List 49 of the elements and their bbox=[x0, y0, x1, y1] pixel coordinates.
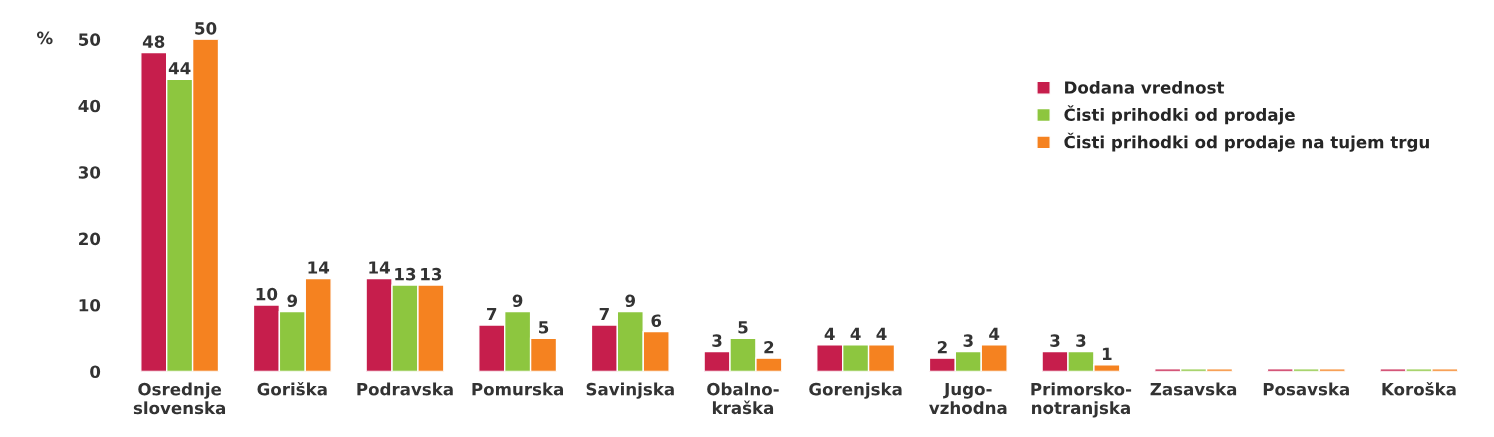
legend-label: Čisti prihodki od prodaje bbox=[1064, 105, 1295, 125]
data-label: 14 bbox=[308, 261, 330, 274]
data-label: 14 bbox=[369, 261, 390, 274]
data-label: 10 bbox=[256, 287, 278, 301]
data-label: 7 bbox=[487, 307, 497, 321]
y-tick-label: 50 bbox=[79, 33, 101, 46]
x-tick-label: Pomurska bbox=[472, 382, 564, 396]
data-label: 3 bbox=[963, 334, 973, 347]
x-tick-label: Osrednje slovenska bbox=[133, 382, 226, 415]
x-tick-label: Jugo- vzhodna bbox=[929, 382, 1007, 415]
data-label: 4 bbox=[824, 327, 835, 341]
y-tick-label: 0 bbox=[90, 365, 101, 379]
data-label: 7 bbox=[599, 307, 609, 321]
data-label: 5 bbox=[738, 321, 748, 334]
x-tick-label: Goriška bbox=[257, 381, 327, 396]
data-label: 3 bbox=[1050, 334, 1060, 347]
data-label: 4 bbox=[989, 327, 1000, 341]
y-tick-label: 10 bbox=[79, 298, 101, 312]
data-label: 9 bbox=[625, 294, 636, 308]
data-label: 3 bbox=[712, 334, 722, 347]
data-label: 13 bbox=[395, 267, 416, 281]
data-label: 9 bbox=[512, 294, 523, 308]
y-tick-label: 30 bbox=[78, 166, 101, 179]
y-tick-label: 40 bbox=[78, 99, 101, 113]
data-label: 4 bbox=[876, 327, 887, 341]
data-label: 4 bbox=[850, 327, 861, 341]
data-label: 13 bbox=[421, 267, 442, 281]
x-tick-label: Obalno- kraška bbox=[707, 382, 779, 415]
x-tick-label: Zasavska bbox=[1150, 382, 1237, 396]
data-label: 6 bbox=[651, 314, 662, 327]
y-tick-label: 20 bbox=[79, 232, 101, 246]
x-tick-label: Savinjska bbox=[586, 382, 674, 399]
data-label: 44 bbox=[168, 62, 191, 75]
x-tick-label: Primorsko- notranjska bbox=[1031, 382, 1132, 418]
data-label: 3 bbox=[1076, 334, 1086, 347]
x-tick-label: Podravska bbox=[357, 382, 453, 396]
y-axis-title: % bbox=[36, 31, 53, 45]
data-label: 1 bbox=[1102, 347, 1112, 360]
x-tick-label: Posavska bbox=[1263, 382, 1349, 396]
x-tick-label: Gorenjska bbox=[809, 382, 902, 399]
data-label: 2 bbox=[764, 340, 774, 354]
x-tick-label: Koroška bbox=[1382, 381, 1456, 396]
data-label: 5 bbox=[539, 321, 549, 334]
legend-label: Čisti prihodki od prodaje na tujem trgu bbox=[1064, 132, 1429, 152]
data-label: 2 bbox=[937, 340, 947, 354]
legend-label: Dodana vrednost bbox=[1065, 80, 1225, 94]
data-label: 50 bbox=[195, 22, 217, 35]
data-label: 48 bbox=[142, 35, 165, 48]
data-label: 9 bbox=[287, 294, 298, 308]
